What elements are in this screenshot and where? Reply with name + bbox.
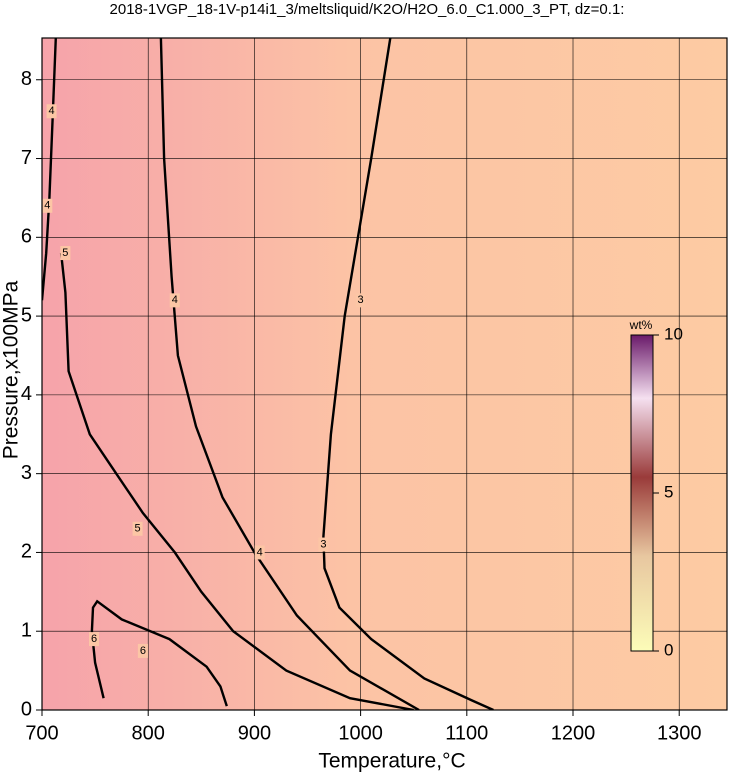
- contour-label: 6: [140, 645, 146, 657]
- colorbar-tick-label: 0: [664, 640, 673, 659]
- contour-line: [159, 38, 420, 710]
- colorbar-label: wt%: [629, 318, 653, 332]
- plot-background: [42, 38, 727, 710]
- contour-line: [90, 599, 228, 707]
- contour-line: [59, 252, 414, 710]
- contour-label: 4: [44, 200, 50, 212]
- contour-line: [42, 38, 57, 301]
- contour-label: 4: [48, 105, 54, 117]
- contour-label: 6: [91, 633, 97, 645]
- contour-label-bg: [60, 246, 71, 261]
- contour-line: [322, 38, 494, 710]
- x-tick-label: 1200: [551, 722, 596, 744]
- plot-area: 3 3 4 4 4 4 5 5 6 6: [42, 38, 727, 710]
- contour-label-bg: [169, 293, 180, 308]
- contour-label: 5: [135, 523, 141, 535]
- y-axis-label: Pressure,x100MPa: [0, 280, 23, 459]
- contour-label-bg: [46, 104, 57, 119]
- colorbar: [630, 334, 654, 652]
- x-axis-label: Temperature,°C: [318, 750, 465, 773]
- contour-label-bg: [254, 545, 265, 560]
- contour-label: 5: [62, 247, 68, 259]
- contour-label-bg: [137, 643, 148, 658]
- y-tick-label: 8: [21, 68, 32, 90]
- colorbar-tick-label: 10: [664, 324, 683, 343]
- y-tick-label: 6: [21, 226, 32, 248]
- contour-label: 4: [257, 546, 263, 558]
- contour-label-bg: [318, 537, 329, 552]
- x-tick-label: 1000: [338, 722, 383, 744]
- contour-label-bg: [42, 198, 53, 213]
- x-tick-label: 1300: [657, 722, 702, 744]
- y-tick-label: 0: [21, 698, 32, 720]
- x-tick-label: 1100: [445, 722, 488, 744]
- x-tick-label: 700: [25, 722, 58, 744]
- y-tick-label: 2: [21, 541, 32, 563]
- contour-label-bg: [132, 521, 143, 536]
- contour-label-bg: [355, 293, 366, 308]
- contour-label: 3: [358, 294, 364, 306]
- y-tick-label: 5: [21, 304, 32, 326]
- y-tick-label: 4: [21, 383, 32, 405]
- x-tick-label: 900: [238, 722, 271, 744]
- chart-title: 2018-1VGP_18-1V-p14i1_3/meltsliquid/K2O/…: [110, 1, 625, 18]
- colorbar-tick-label: 5: [664, 482, 673, 501]
- y-tick-label: 7: [21, 147, 32, 169]
- contour-label: 3: [320, 538, 326, 550]
- contour-label-bg: [89, 632, 100, 647]
- y-tick-label: 3: [21, 462, 32, 484]
- x-tick-label: 800: [132, 722, 165, 744]
- plot-frame: [41, 37, 728, 711]
- contour-label: 4: [172, 294, 178, 306]
- y-tick-label: 1: [21, 620, 32, 642]
